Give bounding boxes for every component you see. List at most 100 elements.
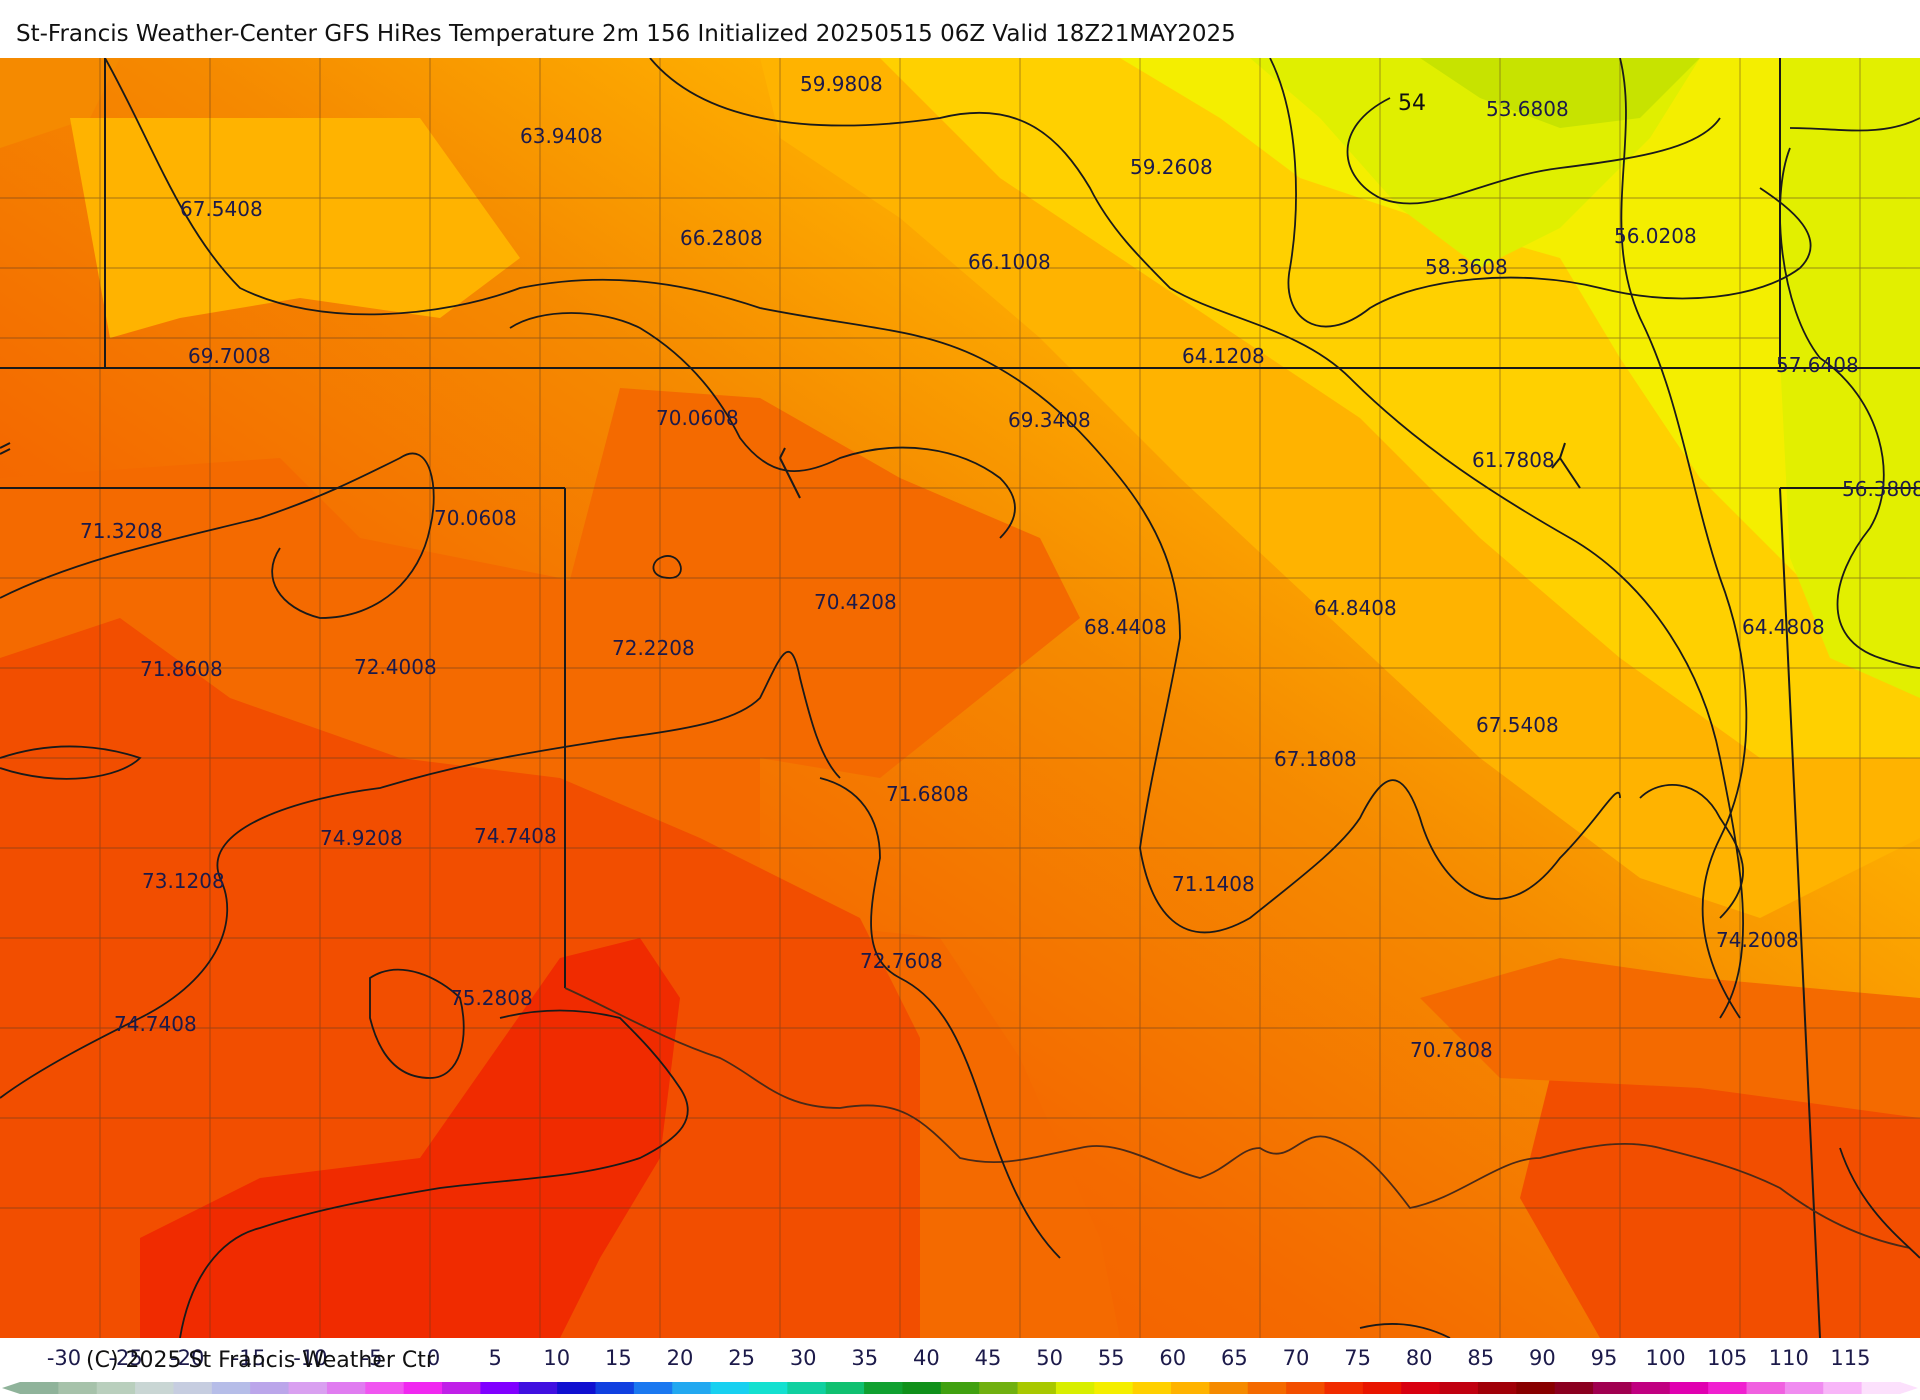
- temperature-value-label: 67.1808: [1274, 747, 1357, 771]
- scale-tick: 30: [789, 1346, 817, 1370]
- colorbar-cell: [557, 1382, 597, 1394]
- scale-tick: 85: [1467, 1346, 1495, 1370]
- temperature-value-label: 59.2608: [1130, 155, 1213, 179]
- band-yellow-north: [1120, 58, 1920, 658]
- temperature-value-label: 56.0208: [1614, 224, 1697, 248]
- temperature-value-label: 56.3808: [1842, 477, 1920, 501]
- colorbar-cell: [1132, 1382, 1172, 1394]
- county-borders: [0, 58, 1920, 1338]
- temperature-value-label: 66.2808: [680, 226, 763, 250]
- temperature-value-label: 75.2808: [450, 986, 533, 1010]
- band-red-south: [140, 938, 680, 1338]
- temperature-map[interactable]: 54 59.9808 63.9408 53.6808 59.2608 67.5408 66…: [0, 58, 1920, 1338]
- scale-tick: 90: [1529, 1346, 1556, 1370]
- copyright-text: (C) 2025 St Francis Weather Ctr: [86, 1348, 435, 1373]
- colorbar-cell: [1593, 1382, 1632, 1394]
- scale-tick: 65: [1221, 1346, 1248, 1370]
- scale-tick: 105: [1707, 1346, 1748, 1370]
- temperature-value-label: 57.6408: [1776, 353, 1859, 377]
- colorbar-cell: [96, 1382, 136, 1394]
- contour-label-group: 54: [1398, 91, 1426, 116]
- scale-tick: 45: [974, 1346, 1002, 1370]
- colorbar-cell: [211, 1382, 251, 1394]
- colorbar-cell: [1055, 1382, 1095, 1394]
- temperature-value-label: 71.8608: [140, 657, 223, 681]
- colorbar-cells: [2, 1382, 1918, 1394]
- colorbar-cell: [58, 1382, 98, 1394]
- temperature-value-label: 74.7408: [114, 1012, 197, 1036]
- temperature-value-label: 53.6808: [1486, 97, 1569, 121]
- colorbar-cell: [1669, 1382, 1709, 1394]
- wind-barb-icon: [0, 442, 11, 455]
- scale-tick: 115: [1830, 1346, 1871, 1370]
- colorbar-cell: [1286, 1382, 1325, 1394]
- scale-tick: 95: [1590, 1346, 1618, 1370]
- scale-tick: 50: [1036, 1346, 1063, 1370]
- colorbar-cell: [940, 1382, 980, 1394]
- scale-tick: 75: [1344, 1346, 1371, 1370]
- colorbar-cell: [518, 1382, 558, 1394]
- temperature-value-label: 67.5408: [180, 197, 263, 221]
- scale-tick: -5: [361, 1346, 383, 1370]
- temperature-value-label: 68.4408: [1084, 615, 1167, 639]
- colorbar-cell: [825, 1382, 865, 1394]
- colorbar-cell: [1094, 1382, 1134, 1394]
- band-dark-orange-se: [1420, 958, 1920, 1118]
- colorbar: [2, 1382, 1918, 1394]
- colorbar-cell: [288, 1382, 328, 1394]
- temperature-value-label: 72.2208: [612, 636, 695, 660]
- band-orange-west: [0, 58, 120, 148]
- temperature-value-label: 71.6808: [886, 782, 969, 806]
- isotherm-contours: [0, 58, 1920, 1338]
- wind-barb-icon: [779, 447, 801, 499]
- colorbar-cell: [1324, 1382, 1364, 1394]
- temperature-value-label: 69.3408: [1008, 408, 1091, 432]
- colorbar-cell: [442, 1382, 481, 1394]
- temperature-value-label: 66.1008: [968, 250, 1051, 274]
- colorbar-cell: [710, 1382, 750, 1394]
- colorbar-cell: [1401, 1382, 1441, 1394]
- temperature-value-label: 71.3208: [80, 519, 163, 543]
- temperature-value-label: 67.5408: [1476, 713, 1559, 737]
- scale-tick: 60: [1159, 1346, 1187, 1370]
- wind-barbs: [0, 442, 1581, 499]
- temperature-value-labels: 59.9808 63.9408 53.6808 59.2608 67.5408 66.28…: [80, 72, 1920, 1062]
- scale-tick: -10: [293, 1346, 328, 1370]
- colorbar-cell: [1554, 1382, 1594, 1394]
- colorbar-cell: [595, 1382, 635, 1394]
- temperature-value-label: 59.9808: [800, 72, 883, 96]
- temperature-value-label: 70.0608: [434, 506, 517, 530]
- scale-tick: 10: [543, 1346, 571, 1370]
- temperature-value-label: 64.4808: [1742, 615, 1825, 639]
- colorbar-cell: [20, 1382, 59, 1394]
- temperature-value-label: 58.3608: [1425, 255, 1508, 279]
- colorbar-cell: [1439, 1382, 1479, 1394]
- colorbar-cell: [864, 1382, 903, 1394]
- temperature-value-label: 72.4008: [354, 655, 437, 679]
- colorbar-cell: [1823, 1382, 1863, 1394]
- colorbar-cell: [1746, 1382, 1786, 1394]
- scale-tick: 80: [1405, 1346, 1433, 1370]
- colorbar-cell: [633, 1382, 673, 1394]
- scale-tick: -25: [108, 1346, 143, 1370]
- scale-tick: 100: [1645, 1346, 1686, 1370]
- scale-tick: 55: [1097, 1346, 1125, 1370]
- colorbar-cell: [979, 1382, 1019, 1394]
- colorbar-cell: [250, 1382, 290, 1394]
- band-red-orange-south: [0, 618, 920, 1338]
- scale-tick: 110: [1768, 1346, 1809, 1370]
- colorbar-cell: [1209, 1382, 1249, 1394]
- band-green-top: [1420, 58, 1700, 128]
- band-light-orange-nw: [70, 118, 520, 338]
- colorbar-cell: [1017, 1382, 1057, 1394]
- temperature-value-label: 72.7608: [860, 949, 943, 973]
- colorbar-cell: [1784, 1382, 1824, 1394]
- temperature-value-label: 70.0608: [656, 406, 739, 430]
- scale-tick: -15: [231, 1346, 266, 1370]
- scale-ticks: -30 -25 -20 -15 -10 -5 0 5 10 15 20 25 30 35 40 45 50 55 6…: [0, 1346, 1920, 1372]
- colorbar-cell: [1362, 1382, 1402, 1394]
- colorbar-cell: [480, 1382, 520, 1394]
- band-dark-orange-center: [560, 388, 1080, 778]
- colorbar-cell: [902, 1382, 942, 1394]
- temperature-value-label: 61.7808: [1472, 448, 1555, 472]
